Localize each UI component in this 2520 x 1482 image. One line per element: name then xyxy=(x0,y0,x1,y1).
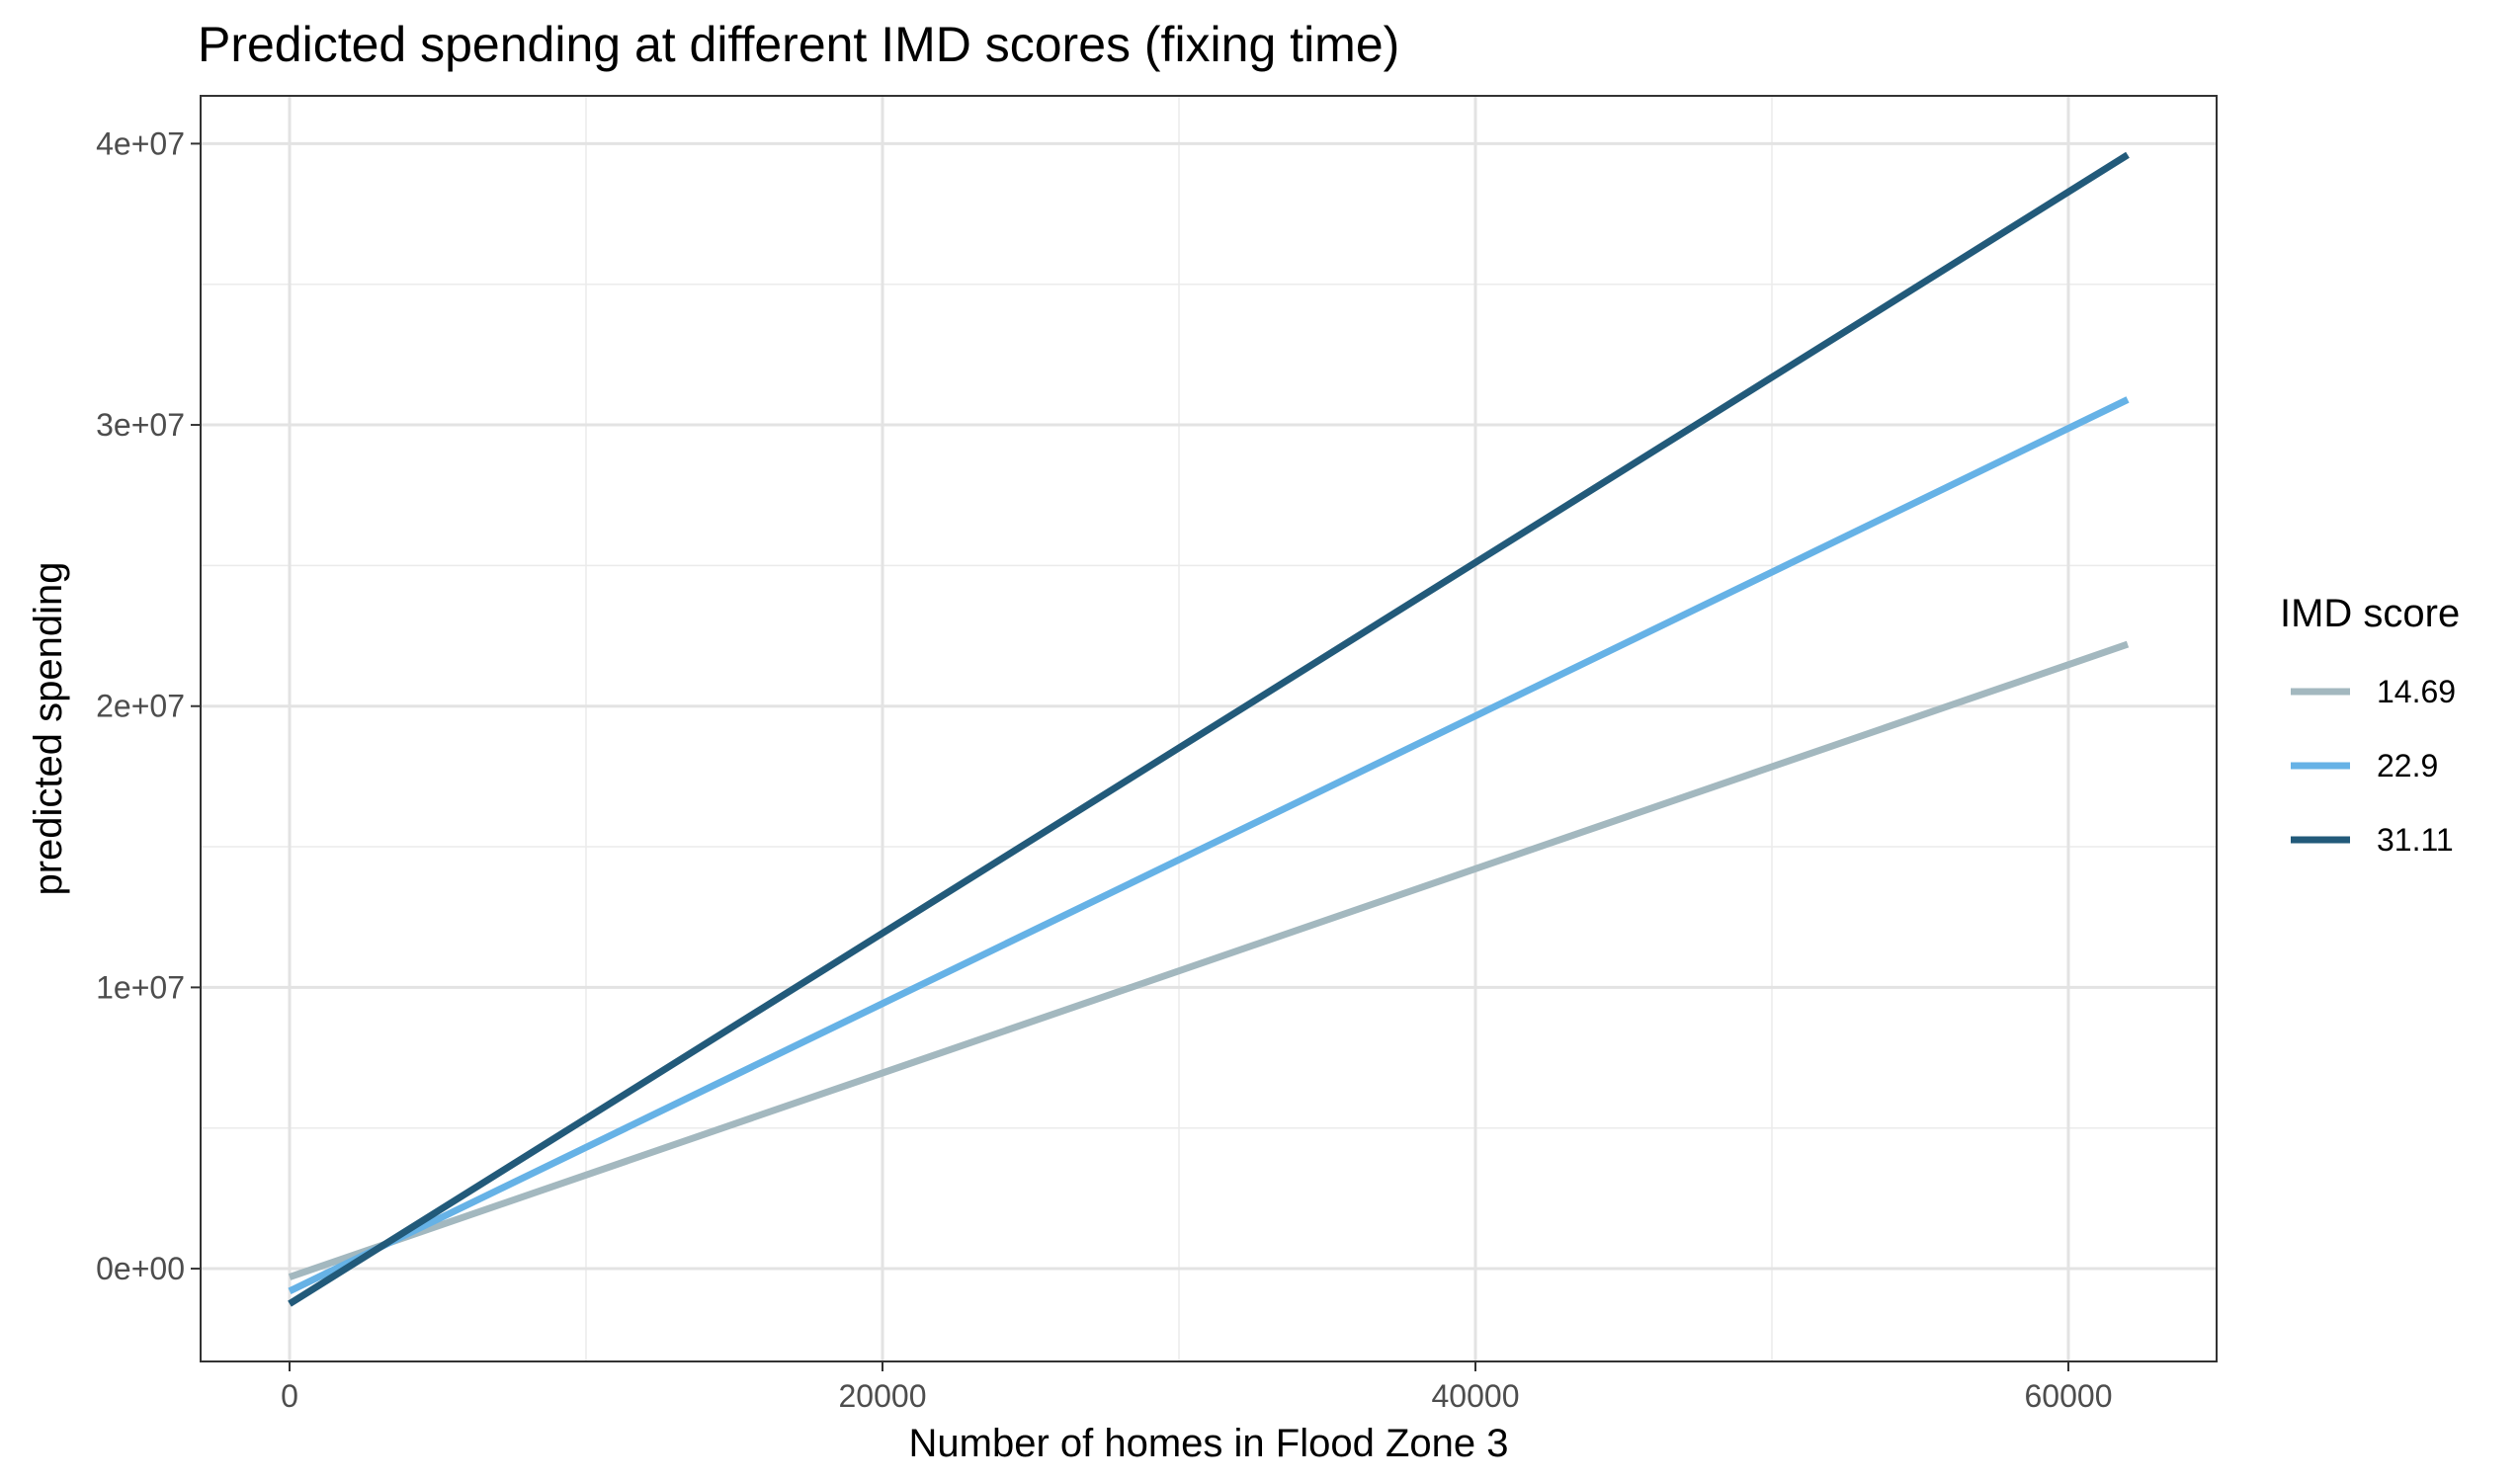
panel-border xyxy=(200,95,2218,1362)
y-tick-label: 0e+00 xyxy=(96,1251,185,1286)
series-line-14.69 xyxy=(288,640,2130,1280)
y-tick-label: 1e+07 xyxy=(96,969,185,1005)
series-layer xyxy=(288,151,2130,1307)
x-tick-label: 60000 xyxy=(2025,1378,2113,1414)
x-tick-label: 20000 xyxy=(839,1378,927,1414)
axis-layer: 0 20000 40000 60000 0e+00 1e+07 2e+07 3e+07 4e+0… xyxy=(96,125,2112,1414)
y-tick-label: 3e+07 xyxy=(96,407,185,443)
grid-layer xyxy=(201,96,2217,1361)
legend-label-22.9: 22.9 xyxy=(2377,748,2438,783)
x-tick-label: 40000 xyxy=(1432,1378,1520,1414)
x-tick-label: 0 xyxy=(281,1378,298,1414)
legend-items: 14.69 22.9 31.11 xyxy=(2291,674,2456,858)
series-line-22.9 xyxy=(288,396,2130,1294)
y-tick-label: 4e+07 xyxy=(96,125,185,161)
y-tick-label: 2e+07 xyxy=(96,689,185,724)
legend-label-31.11: 31.11 xyxy=(2377,822,2454,858)
y-axis-title: predicted spending xyxy=(27,561,70,895)
legend-title: IMD score xyxy=(2280,592,2460,635)
legend: IMD score 14.69 22.9 31.11 xyxy=(2280,592,2460,858)
chart-title: Predicted spending at different IMD scor… xyxy=(198,17,1399,72)
legend-label-14.69: 14.69 xyxy=(2377,674,2456,709)
series-line-31.11 xyxy=(288,151,2130,1307)
x-axis-title: Number of homes in Flood Zone 3 xyxy=(909,1422,1509,1465)
